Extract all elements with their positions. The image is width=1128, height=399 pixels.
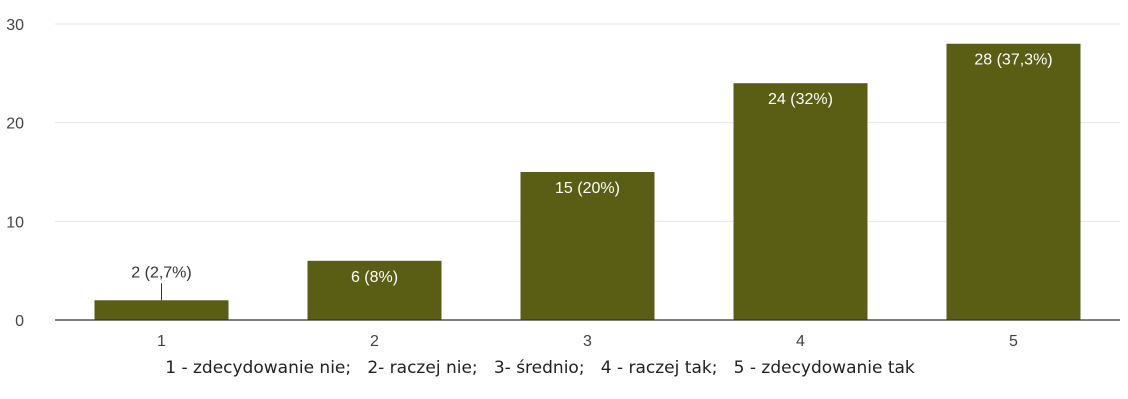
y-tick-label: 0: [15, 313, 24, 330]
x-tick-label: 4: [796, 333, 805, 350]
x-tick-label: 5: [1009, 333, 1018, 350]
y-axis-ticks: 0 10 20 30: [6, 17, 24, 330]
x-tick-label: 2: [370, 333, 379, 350]
bar-2: [307, 260, 442, 320]
x-tick-label: 3: [583, 333, 592, 350]
bars: [94, 43, 1081, 320]
data-label: 28 (37,3%): [974, 52, 1052, 69]
y-tick-label: 20: [6, 116, 24, 133]
data-label: 24 (32%): [768, 91, 833, 108]
data-label: 6 (8%): [351, 269, 398, 286]
data-label: 2 (2,7%): [131, 264, 191, 281]
x-tick-label: 1: [157, 333, 166, 350]
chart-caption: 1 - zdecydowanie nie; 2- raczej nie; 3- …: [165, 358, 915, 378]
y-tick-label: 10: [6, 214, 24, 231]
data-label: 15 (20%): [555, 180, 620, 197]
bar-4: [733, 83, 868, 320]
bar-chart: 0 10 20 30 1 2 3 4 5 2 (2,7%) 6 (8%) 15 (20%) 24 (…: [6, 17, 1120, 350]
bar-5: [946, 43, 1081, 320]
y-tick-label: 30: [6, 17, 24, 34]
x-axis-ticks: 1 2 3 4 5: [157, 333, 1018, 350]
data-labels: 2 (2,7%) 6 (8%) 15 (20%) 24 (32%) 28 (37,3%): [131, 52, 1053, 301]
bar-1: [94, 300, 229, 320]
bar-3: [520, 172, 655, 320]
